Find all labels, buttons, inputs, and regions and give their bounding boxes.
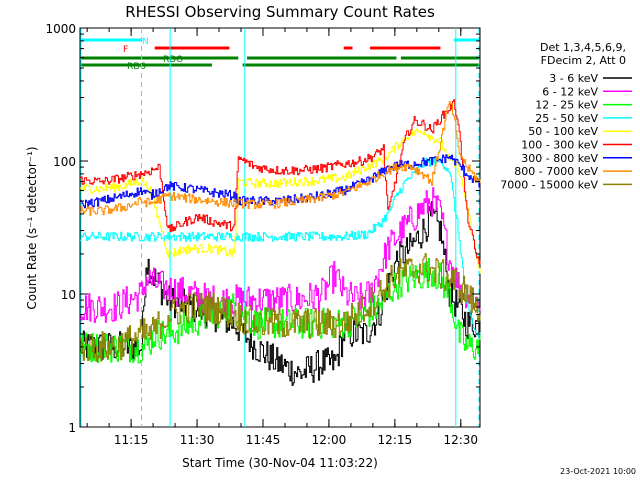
legend-header-line-1: Det 1,3,4,5,6,9,: [540, 41, 626, 54]
x-tick-label-1: 11:30: [180, 433, 215, 447]
y-tick-label-3: 1000: [45, 22, 76, 36]
series-line-100-300-kev: [80, 99, 481, 265]
x-tick-label-3: 12:00: [312, 433, 347, 447]
legend-label-6-12-kev: 6 - 12 keV: [542, 85, 598, 98]
y-tick-label-2: 100: [53, 155, 76, 169]
series-line-25-50-kev: [80, 156, 481, 337]
flag-label-f: F: [123, 45, 128, 55]
series-line-12-25-kev: [80, 258, 481, 364]
flag-label-rd6: RD6: [127, 62, 146, 72]
flag-label-rdo: RDO: [163, 55, 183, 65]
legend: Det 1,3,4,5,6,9, FDecim 2, Att 0 3 - 6 k…: [500, 41, 632, 191]
y-axis-label: Count Rate (s⁻¹ detector⁻¹): [25, 146, 39, 309]
y-tick-label-1: 10: [61, 288, 76, 302]
series-lines: [80, 99, 481, 386]
y-tick-label-0: 1: [68, 421, 76, 435]
legend-header-line-2: FDecim 2, Att 0: [541, 54, 626, 67]
legend-label-100-300-kev: 100 - 300 keV: [521, 139, 598, 152]
chart-title: RHESSI Observing Summary Count Rates: [125, 3, 435, 21]
series-line-800-7000-kev: [80, 101, 481, 216]
series-line-3-6-kev: [80, 201, 481, 386]
legend-label-800-7000-kev: 800 - 7000 keV: [514, 165, 598, 178]
legend-label-3-6-kev: 3 - 6 keV: [549, 72, 598, 85]
x-axis-label: Start Time (30-Nov-04 11:03:22): [182, 456, 378, 470]
legend-label-12-25-kev: 12 - 25 keV: [535, 99, 598, 112]
axes: 1 10 100 1000 11:15 11:30 11:45 12:00 12:15 12:30: [45, 22, 480, 447]
x-tick-label-2: 11:45: [246, 433, 281, 447]
series-line-6-12-kev: [80, 187, 481, 323]
legend-label-50-100-kev: 50 - 100 keV: [528, 125, 598, 138]
series-line-50-100-kev: [80, 128, 481, 274]
plot-frame: [79, 27, 481, 428]
x-tick-label-0: 11:15: [114, 433, 149, 447]
legend-label-300-800-kev: 300 - 800 keV: [521, 152, 598, 165]
series-line-7000-15000-kev: [80, 253, 481, 362]
flag-label-n: N: [142, 37, 149, 47]
legend-label-7000-15000-kev: 7000 - 15000 keV: [500, 178, 598, 191]
x-tick-label-4: 12:15: [378, 433, 413, 447]
x-tick-label-5: 12:30: [443, 433, 478, 447]
legend-label-25-50-kev: 25 - 50 keV: [535, 112, 598, 125]
footer-date: 23-Oct-2021 10:00: [560, 467, 636, 476]
flag-bars: N F RDO RD6: [81, 37, 479, 72]
